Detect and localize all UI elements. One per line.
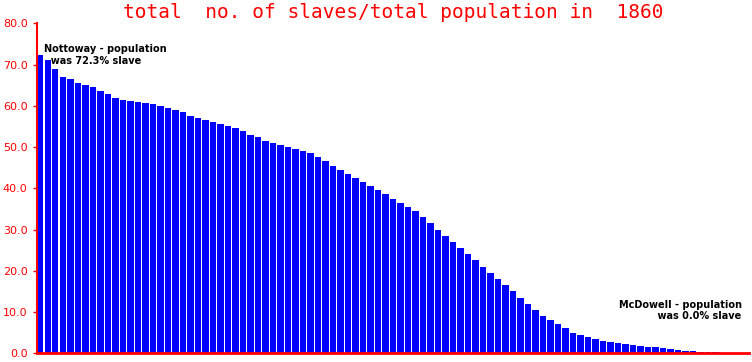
- Bar: [277, 145, 284, 353]
- Bar: [622, 344, 629, 353]
- Bar: [67, 79, 74, 353]
- Bar: [644, 347, 651, 353]
- Bar: [120, 100, 126, 353]
- Bar: [510, 291, 516, 353]
- Bar: [390, 199, 396, 353]
- Bar: [127, 101, 134, 353]
- Bar: [337, 170, 344, 353]
- Bar: [660, 348, 666, 353]
- Bar: [555, 324, 561, 353]
- Bar: [285, 147, 291, 353]
- Bar: [359, 182, 366, 353]
- Bar: [255, 137, 261, 353]
- Bar: [89, 87, 96, 353]
- Bar: [97, 91, 104, 353]
- Bar: [705, 352, 711, 353]
- Bar: [540, 316, 546, 353]
- Bar: [502, 285, 508, 353]
- Bar: [74, 83, 81, 353]
- Bar: [112, 98, 119, 353]
- Title: total  no. of slaves/total population in  1860: total no. of slaves/total population in …: [123, 3, 663, 22]
- Text: Nottoway - population
  was 72.3% slave: Nottoway - population was 72.3% slave: [44, 44, 167, 66]
- Bar: [427, 223, 434, 353]
- Bar: [37, 55, 44, 353]
- Bar: [652, 348, 659, 353]
- Bar: [225, 126, 231, 353]
- Bar: [300, 151, 306, 353]
- Bar: [270, 143, 276, 353]
- Bar: [578, 334, 584, 353]
- Bar: [570, 333, 576, 353]
- Bar: [517, 298, 523, 353]
- Bar: [593, 339, 599, 353]
- Bar: [105, 94, 111, 353]
- Bar: [240, 131, 246, 353]
- Bar: [352, 178, 359, 353]
- Bar: [165, 108, 171, 353]
- Bar: [82, 85, 89, 353]
- Bar: [472, 260, 478, 353]
- Bar: [547, 320, 553, 353]
- Bar: [52, 69, 59, 353]
- Bar: [157, 106, 163, 353]
- Bar: [232, 129, 238, 353]
- Bar: [629, 345, 636, 353]
- Bar: [382, 194, 389, 353]
- Bar: [374, 190, 381, 353]
- Bar: [562, 328, 569, 353]
- Bar: [172, 110, 178, 353]
- Bar: [247, 135, 253, 353]
- Bar: [608, 342, 614, 353]
- Bar: [329, 165, 336, 353]
- Bar: [667, 349, 674, 353]
- Bar: [195, 118, 201, 353]
- Bar: [525, 304, 531, 353]
- Bar: [495, 279, 501, 353]
- Bar: [435, 230, 441, 353]
- Bar: [614, 343, 621, 353]
- Bar: [450, 242, 456, 353]
- Bar: [150, 104, 156, 353]
- Text: McDowell - population
    was 0.0% slave: McDowell - population was 0.0% slave: [619, 300, 741, 321]
- Bar: [457, 248, 463, 353]
- Bar: [202, 120, 208, 353]
- Bar: [180, 112, 186, 353]
- Bar: [690, 351, 696, 353]
- Bar: [314, 157, 321, 353]
- Bar: [307, 153, 314, 353]
- Bar: [367, 186, 374, 353]
- Bar: [217, 125, 223, 353]
- Bar: [135, 102, 141, 353]
- Bar: [322, 161, 329, 353]
- Bar: [712, 352, 719, 353]
- Bar: [465, 254, 471, 353]
- Bar: [675, 350, 681, 353]
- Bar: [44, 60, 51, 353]
- Bar: [420, 217, 426, 353]
- Bar: [697, 352, 704, 353]
- Bar: [600, 341, 606, 353]
- Bar: [344, 174, 351, 353]
- Bar: [293, 149, 299, 353]
- Bar: [442, 236, 449, 353]
- Bar: [59, 77, 66, 353]
- Bar: [142, 102, 148, 353]
- Bar: [480, 267, 486, 353]
- Bar: [682, 351, 689, 353]
- Bar: [532, 310, 538, 353]
- Bar: [487, 273, 493, 353]
- Bar: [210, 122, 216, 353]
- Bar: [412, 211, 419, 353]
- Bar: [637, 346, 644, 353]
- Bar: [405, 207, 411, 353]
- Bar: [187, 116, 193, 353]
- Bar: [262, 141, 268, 353]
- Bar: [397, 203, 404, 353]
- Bar: [585, 337, 591, 353]
